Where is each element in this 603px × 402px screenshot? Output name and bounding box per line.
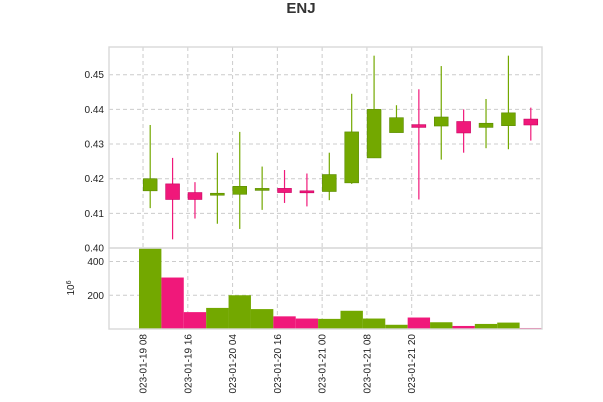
- candle-body: [299, 190, 315, 194]
- candle-body: [277, 188, 292, 193]
- volume-bar: [452, 325, 475, 329]
- volume-bar: [385, 324, 408, 329]
- price-grid: [109, 47, 542, 248]
- candle-body: [344, 131, 359, 184]
- candle-body: [501, 112, 516, 126]
- price-panel-frame: [108, 46, 543, 249]
- price-candles: [142, 55, 539, 240]
- volume-axis-label: 106: [66, 280, 78, 295]
- volume-bar: [430, 322, 453, 329]
- price-axis-ticks: 0.40 0.41 0.42 0.43 0.44 0.45: [85, 70, 105, 254]
- volume-bar: [250, 309, 274, 329]
- candle-body: [523, 118, 539, 126]
- volume-axis-label-base: 10: [66, 284, 77, 296]
- x-tick-label: 023-01-21 20: [407, 334, 418, 394]
- volume-bars: [139, 248, 542, 329]
- candle-body: [210, 192, 225, 196]
- candle-body: [389, 117, 404, 133]
- volume-bar: [318, 318, 341, 329]
- volume-bar: [407, 317, 431, 329]
- x-tick-label: 023-01-19 16: [183, 334, 194, 394]
- volume-bar: [206, 307, 229, 329]
- price-tick-label: 0.43: [85, 140, 105, 151]
- x-tick-label: 023-01-20 04: [228, 334, 239, 394]
- volume-bar: [183, 312, 207, 329]
- candle-body: [142, 178, 158, 192]
- candle-body: [322, 174, 337, 192]
- volume-tick-label: 400: [87, 257, 104, 268]
- candle-body: [456, 121, 471, 134]
- volume-tick-label: 200: [87, 291, 104, 302]
- volume-bar: [228, 295, 251, 329]
- x-tick-label: 023-01-20 16: [273, 334, 284, 394]
- x-tick-label: 023-01-21 00: [318, 334, 329, 394]
- price-tick-label: 0.44: [85, 105, 105, 116]
- x-tick-label: 023-01-19 08: [139, 334, 150, 394]
- candle-body: [411, 124, 427, 128]
- candle-body: [232, 186, 247, 195]
- volume-axis-ticks: 200 400: [87, 257, 104, 302]
- candle-body: [366, 109, 382, 159]
- volume-bar: [474, 323, 498, 329]
- candle-body: [187, 192, 203, 200]
- x-axis-ticks: 023-01-19 08 023-01-19 16 023-01-20 04 023-…: [139, 334, 419, 394]
- price-tick-label: 0.42: [85, 174, 105, 185]
- chart-title: ENJ: [286, 0, 315, 17]
- volume-axis-label-exponent: 6: [66, 280, 73, 284]
- candle-body: [478, 122, 494, 128]
- price-tick-label: 0.40: [85, 244, 105, 255]
- price-tick-label: 0.45: [85, 70, 105, 81]
- volume-bar: [273, 316, 296, 329]
- volume-bar: [295, 318, 319, 329]
- x-tick-label: 023-01-21 08: [362, 334, 373, 394]
- volume-bar: [340, 310, 363, 329]
- volume-bar: [497, 322, 520, 329]
- candle-body: [254, 188, 270, 191]
- volume-bar: [362, 318, 386, 329]
- price-tick-label: 0.41: [85, 209, 105, 220]
- volume-bar: [139, 248, 162, 329]
- candle-body: [165, 183, 180, 200]
- volume-panel-frame: [108, 247, 543, 330]
- volume-bar: [161, 277, 184, 329]
- candle-body: [434, 116, 449, 127]
